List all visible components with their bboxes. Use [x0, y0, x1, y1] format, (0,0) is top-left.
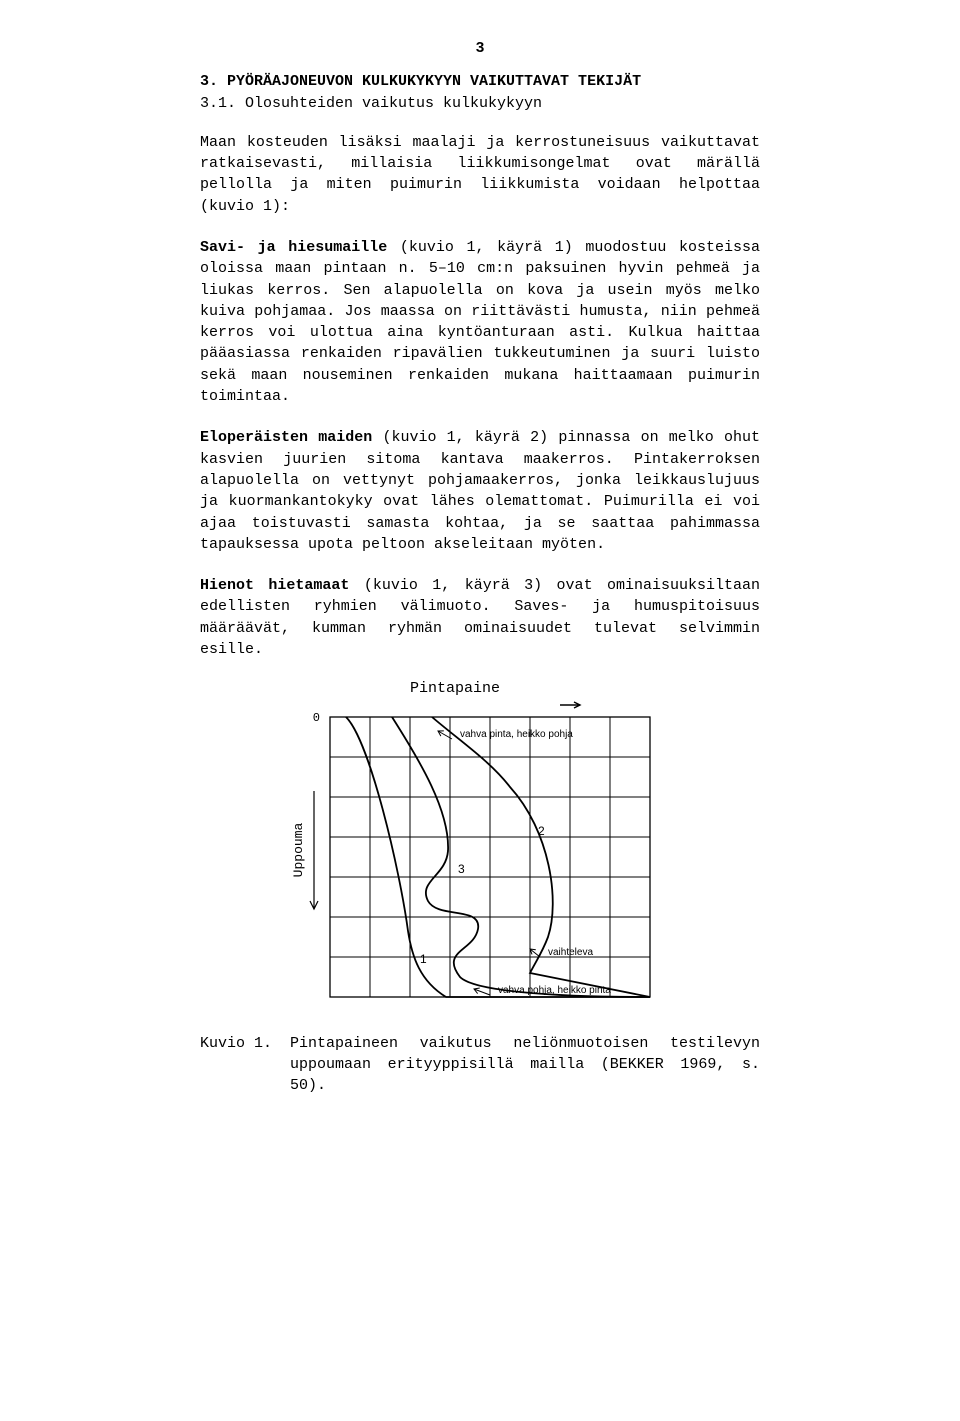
paragraph-intro: Maan kosteuden lisäksi maalaji ja kerros… — [200, 132, 760, 217]
caption-label: Kuvio 1. — [200, 1033, 290, 1096]
chart-title-row: Pintapaine — [410, 680, 760, 697]
svg-text:vaihteleva: vaihteleva — [548, 947, 593, 958]
svg-text:vahva pinta, heikko pohja: vahva pinta, heikko pohja — [460, 729, 573, 740]
paragraph-eloperaisten: Eloperäisten maiden (kuvio 1, käyrä 2) p… — [200, 427, 760, 555]
paragraph-lead: Eloperäisten maiden — [200, 429, 372, 446]
svg-text:Uppouma: Uppouma — [291, 823, 306, 878]
section-heading: 3. PYÖRÄAJONEUVON KULKUKYKYYN VAIKUTTAVA… — [200, 71, 760, 93]
figure-caption: Kuvio 1. Pintapaineen vaikutus neliönmuo… — [200, 1033, 760, 1096]
paragraph-text: (kuvio 1, käyrä 2) pinnassa on melko ohu… — [200, 429, 760, 552]
subsection-heading: 3.1. Olosuhteiden vaikutus kulkukykyyn — [200, 95, 760, 112]
chart-title-text: Pintapaine — [410, 680, 500, 697]
paragraph-lead: Savi- ja hiesumaille — [200, 239, 387, 256]
chart-svg: 0 Uppouma vahva pinta, heikko pohja 2 3 1 vaih… — [250, 701, 710, 1021]
paragraph-savi: Savi- ja hiesumaille (kuvio 1, käyrä 1) … — [200, 237, 760, 407]
caption-text: Pintapaineen vaikutus neliönmuotoisen te… — [290, 1033, 760, 1096]
svg-text:2: 2 — [538, 824, 545, 838]
svg-text:0: 0 — [313, 711, 320, 725]
document-page: 3 3. PYÖRÄAJONEUVON KULKUKYKYYN VAIKUTTA… — [100, 0, 860, 1136]
page-number: 3 — [200, 40, 760, 57]
svg-text:3: 3 — [458, 862, 465, 876]
paragraph-text: (kuvio 1, käyrä 1) muodostuu kosteissa o… — [200, 239, 760, 405]
paragraph-lead: Hienot hietamaat — [200, 577, 349, 594]
svg-text:1: 1 — [420, 952, 427, 966]
figure: 0 Uppouma vahva pinta, heikko pohja 2 3 1 vaih… — [200, 701, 760, 1021]
paragraph-hienot: Hienot hietamaat (kuvio 1, käyrä 3) ovat… — [200, 575, 760, 660]
svg-text:vahva pohja, heikko pinta: vahva pohja, heikko pinta — [498, 985, 611, 996]
